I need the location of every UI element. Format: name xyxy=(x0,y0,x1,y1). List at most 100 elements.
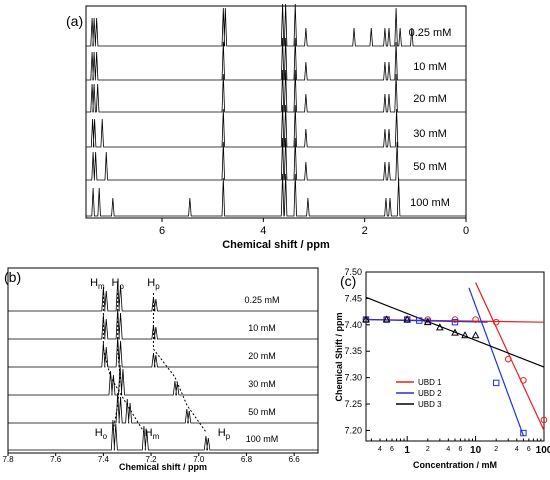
peak-label: Hm xyxy=(90,277,105,291)
panel-a-x-ticks: 6 4 2 0 xyxy=(159,218,469,237)
peak-label: Ho xyxy=(95,427,108,441)
spectrum-trace xyxy=(8,392,318,424)
spectrum-trace xyxy=(86,173,466,217)
spectrum-label: 10 mM xyxy=(413,61,447,73)
x-minor-tick-label: 4 xyxy=(446,446,450,453)
spectrum-label: 10 mM xyxy=(248,323,276,333)
data-point xyxy=(540,416,548,424)
data-point xyxy=(504,355,512,363)
panel-c-x-axis-label: Concentration / mM xyxy=(413,460,497,470)
panel-b: (b) 0.25 mM 10 mM 20 mM 30 mM 50 mM 100 mM Hm… xyxy=(2,267,319,472)
peak-label-subscript: o xyxy=(103,432,108,441)
x-tick-label: 100 xyxy=(536,445,550,456)
spectrum-label: 30 mM xyxy=(413,128,447,140)
x-minor-tick-label: 6 xyxy=(458,446,462,453)
peak-label-subscript: m xyxy=(98,282,105,291)
peak-label-subscript: p xyxy=(226,432,231,441)
x-tick-label: 7.2 xyxy=(146,455,158,464)
legend-label: UBD 3 xyxy=(418,400,442,409)
x-tick-label: 6.8 xyxy=(241,455,253,464)
spectrum-label: 0.25 mM xyxy=(244,295,279,305)
spectrum-trace xyxy=(86,3,466,47)
spectrum-label: 100 mM xyxy=(410,197,450,209)
x-tick-label: 7.6 xyxy=(50,455,62,464)
legend-label: UBD 2 xyxy=(418,389,442,398)
data-point xyxy=(451,318,459,326)
panel-c-legend: UBD 1 UBD 2 UBD 3 xyxy=(396,378,442,409)
spectrum-trace xyxy=(86,137,466,181)
data-point xyxy=(423,317,432,326)
spectrum-label: 30 mM xyxy=(248,379,276,389)
x-tick-label: 6.6 xyxy=(289,455,301,464)
spectrum-trace xyxy=(8,308,318,340)
x-tick-label: 6 xyxy=(159,225,165,237)
legend-label: UBD 1 xyxy=(418,378,442,387)
panel-c-y-axis-label: Chemical Shift / ppm xyxy=(334,312,344,401)
data-point xyxy=(520,429,527,437)
data-point xyxy=(520,376,527,384)
x-tick-label: 10 xyxy=(470,445,482,456)
panel-b-x-ticks: 7.8 7.6 7.4 7.2 7.0 6.8 6.6 xyxy=(2,453,300,464)
y-tick-label: 7.50 xyxy=(344,267,362,277)
y-tick-label: 7.20 xyxy=(344,425,362,435)
panel-a-x-axis-label: Chemical shift / ppm xyxy=(222,239,330,251)
x-tick-label: 2 xyxy=(362,225,368,237)
y-tick-label: 7.45 xyxy=(344,293,362,303)
data-point xyxy=(492,318,500,326)
panel-c: (c) 7.20 7.25 7.30 7.35 7.40 7.45 7.50 1 10 100 4 6… xyxy=(334,267,550,470)
peak-label-subscript: p xyxy=(155,282,160,291)
panel-a-spectra: 0.25 mM 10 mM 20 mM 30 mM 50 mM 100 mM xyxy=(86,3,466,217)
data-point xyxy=(492,379,500,387)
y-tick-label: 7.30 xyxy=(344,373,362,383)
spectrum-label: 20 mM xyxy=(248,351,276,361)
dotted-guide xyxy=(112,293,121,433)
spectrum-label: 0.25 mM xyxy=(409,27,452,39)
x-minor-tick-label: 6 xyxy=(390,446,394,453)
x-minor-tick-label: 2 xyxy=(426,446,430,453)
data-point xyxy=(471,331,480,339)
x-tick-label: 7.4 xyxy=(98,455,110,464)
panel-b-dotted-guides xyxy=(102,293,207,433)
spectrum-trace xyxy=(86,69,466,113)
y-tick-label: 7.40 xyxy=(344,320,362,330)
data-point xyxy=(472,316,479,323)
panel-b-x-axis-label: Chemical shift / ppm xyxy=(119,462,207,472)
spectrum-label: 50 mM xyxy=(248,407,276,417)
y-tick-label: 7.25 xyxy=(344,399,362,409)
data-point xyxy=(435,323,444,331)
x-minor-tick-label: 2 xyxy=(494,446,498,453)
peak-label-subscript: o xyxy=(119,282,124,291)
x-tick-label: 1 xyxy=(404,445,410,456)
spectrum-trace xyxy=(8,280,318,312)
data-point xyxy=(461,331,469,339)
spectrum-trace xyxy=(86,104,466,148)
spectrum-trace xyxy=(8,419,318,451)
panel-b-spectra: 0.25 mM 10 mM 20 mM 30 mM 50 mM 100 mM xyxy=(8,280,318,451)
x-minor-tick-label: 4 xyxy=(378,446,382,453)
data-point xyxy=(451,328,459,336)
peak-label: Hp xyxy=(218,427,231,441)
peak-label-subscript: m xyxy=(153,432,160,441)
peak-label: Hm xyxy=(145,427,160,441)
panel-c-label: (c) xyxy=(340,273,356,289)
x-tick-label: 7.8 xyxy=(2,455,14,464)
spectrum-label: 100 mM xyxy=(246,434,279,444)
data-point xyxy=(416,317,423,324)
fit-line xyxy=(468,287,524,436)
panel-b-frame xyxy=(7,267,319,454)
fit-line xyxy=(365,296,545,368)
spectrum-trace xyxy=(8,336,318,368)
data-point xyxy=(403,315,412,323)
y-tick-label: 7.35 xyxy=(344,346,362,356)
panel-c-fit-lines xyxy=(365,282,545,436)
x-tick-label: 0 xyxy=(463,225,469,237)
spectrum-label: 20 mM xyxy=(413,93,447,105)
x-tick-label: 7.0 xyxy=(193,455,205,464)
spectrum-trace xyxy=(86,37,466,81)
x-minor-tick-label: 6 xyxy=(527,446,531,453)
x-minor-tick-label: 4 xyxy=(515,446,519,453)
x-tick-label: 4 xyxy=(260,225,266,237)
panel-a: (a) 0.25 mM 10 mM 20 mM 30 mM 50 mM 100 mM 6 4… xyxy=(66,3,469,251)
data-point xyxy=(382,315,391,323)
